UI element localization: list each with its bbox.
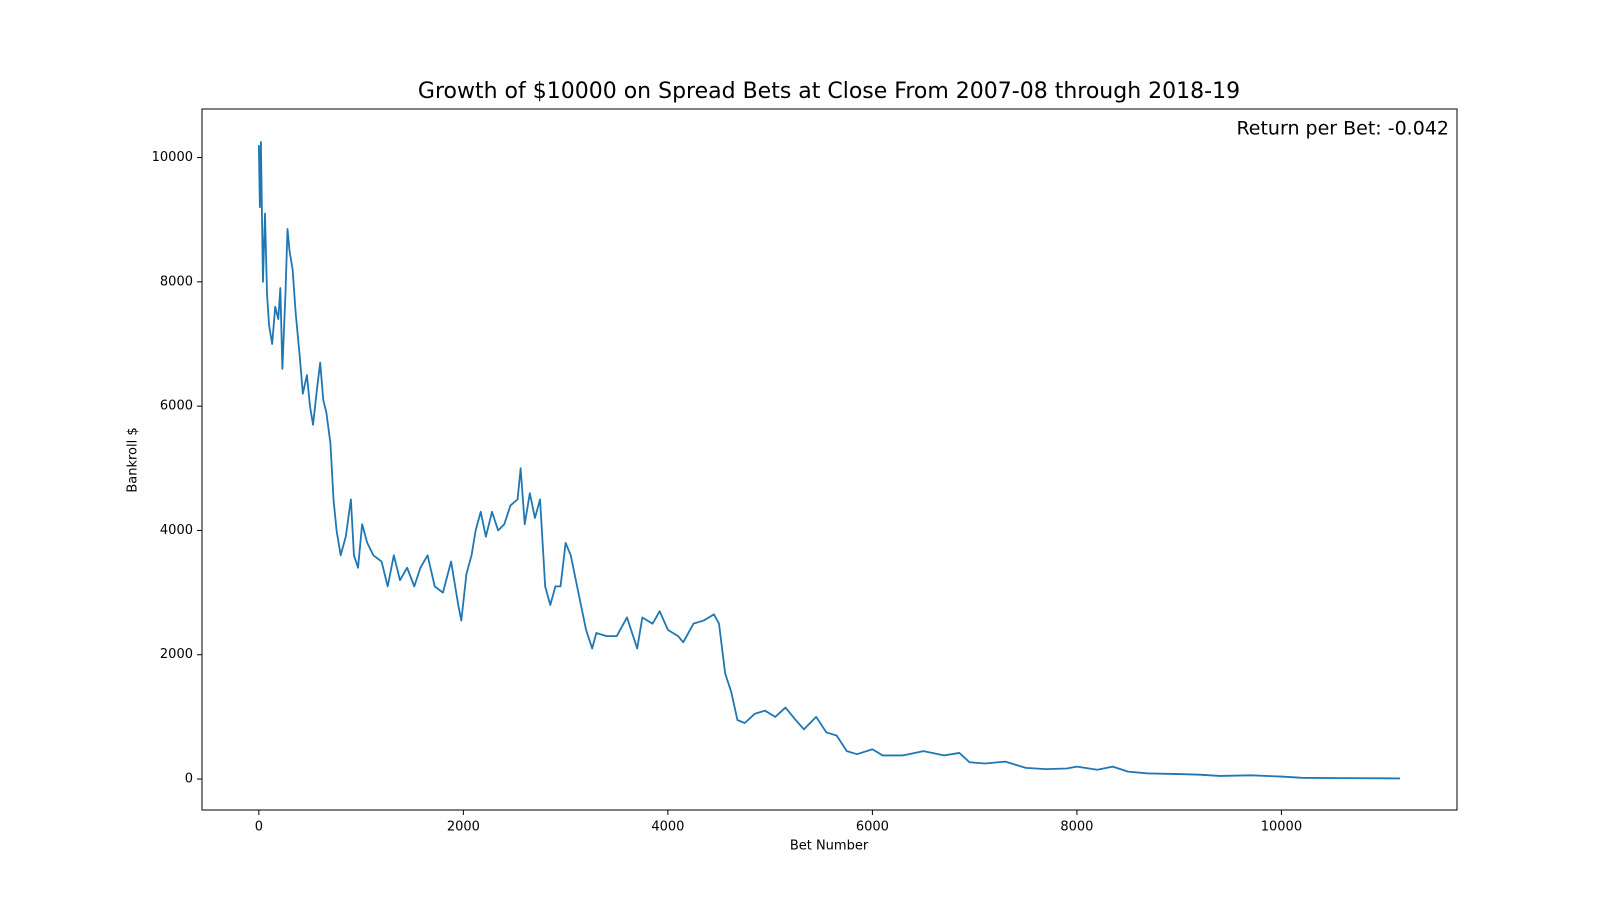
- x-axis-label: Bet Number: [790, 839, 869, 854]
- x-tick-label: 6000: [856, 820, 889, 835]
- x-tick-label: 8000: [1060, 820, 1093, 835]
- y-tick-label: 10000: [152, 150, 193, 165]
- x-tick-label: 0: [255, 820, 263, 835]
- data-line: [257, 141, 1401, 780]
- y-tick-label: 0: [185, 772, 193, 787]
- x-tick-label: 10000: [1261, 820, 1302, 835]
- y-tick-label: 8000: [160, 274, 193, 289]
- y-tick-label: 6000: [160, 399, 193, 414]
- annotation: Return per Bet: -0.042: [1236, 118, 1449, 140]
- y-axis-label: Bankroll $: [126, 427, 141, 492]
- y-tick-label: 4000: [160, 523, 193, 538]
- plot-frame: [201, 108, 1458, 811]
- x-tick-label: 4000: [651, 820, 684, 835]
- y-tick-label: 2000: [160, 647, 193, 662]
- chart-title: Growth of $10000 on Spread Bets at Close…: [418, 79, 1240, 104]
- x-tick-label: 2000: [447, 820, 480, 835]
